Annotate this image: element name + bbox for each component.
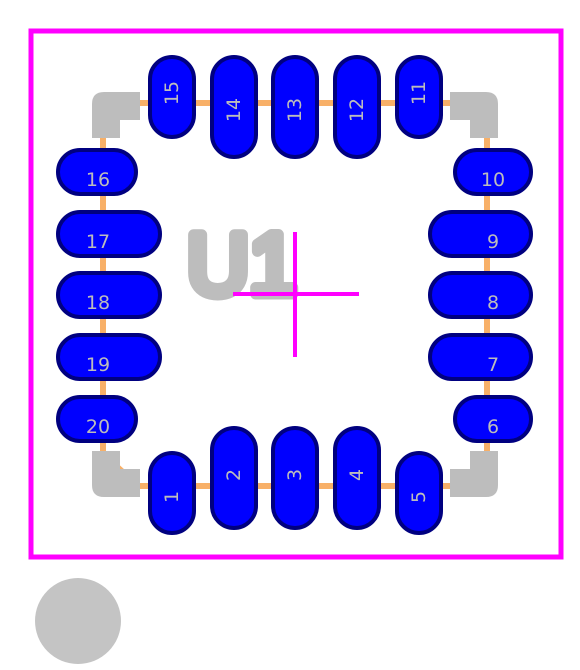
pad-label: 3 (284, 469, 306, 481)
pad-2: 2 (210, 426, 258, 530)
pad-shape (428, 271, 533, 319)
pad-shape (210, 55, 258, 159)
pad-12: 12 (333, 55, 381, 159)
pad-shape (56, 148, 138, 196)
pad-label: 5 (408, 491, 430, 503)
pad-label: 9 (487, 231, 499, 253)
pad-label: 20 (86, 416, 110, 438)
pad-label: 18 (86, 292, 110, 314)
pad-shape (148, 55, 196, 139)
reference-designator: U1 (187, 217, 297, 313)
pad-label: 1 (161, 491, 183, 503)
pad-18: 18 (56, 271, 162, 319)
pad-shape (271, 55, 319, 159)
pad-label: 8 (487, 292, 499, 314)
pad-label: 2 (223, 469, 245, 481)
pad-shape (56, 210, 162, 258)
pad-15: 15 (148, 55, 196, 139)
pad-9: 9 (428, 210, 533, 258)
pad-19: 19 (56, 333, 162, 381)
pad-label: 15 (161, 81, 183, 105)
pad-shape (428, 333, 533, 381)
pad-label: 12 (346, 98, 368, 122)
pad-label: 13 (284, 98, 306, 122)
pad-5: 5 (395, 451, 443, 535)
pad-7: 7 (428, 333, 533, 381)
pad-1: 1 (148, 451, 196, 535)
pad-label: 11 (408, 81, 430, 105)
pad-shape (56, 395, 138, 443)
pad-shape (148, 451, 196, 535)
pad-label: 16 (86, 169, 110, 191)
pad-shape (271, 426, 319, 530)
pad-14: 14 (210, 55, 258, 159)
pad-8: 8 (428, 271, 533, 319)
centroid-marker (233, 232, 359, 357)
pad-shape (395, 451, 443, 535)
fiducial-marker (35, 578, 121, 664)
pad-11: 11 (395, 55, 443, 139)
corner-pads (92, 92, 498, 497)
pad-16: 16 (56, 148, 138, 196)
pad-shape (453, 395, 533, 443)
pad-label: 7 (487, 354, 499, 376)
pad-label: 17 (86, 231, 110, 253)
pad-shape (210, 426, 258, 530)
pad-13: 13 (271, 55, 319, 159)
pad-label: 6 (487, 416, 499, 438)
pad-10: 10 (453, 148, 533, 196)
corner-pad-top-right (450, 92, 498, 138)
pad-20: 20 (56, 395, 138, 443)
corner-pad-bottom-left (92, 451, 140, 497)
pad-shape (56, 333, 162, 381)
pad-shape (453, 148, 533, 196)
pad-shape (333, 55, 381, 159)
pad-6: 6 (453, 395, 533, 443)
pad-label: 4 (346, 469, 368, 481)
board-outline (28, 28, 564, 560)
pad-shape (56, 271, 162, 319)
pad-17: 17 (56, 210, 162, 258)
pad-shape (333, 426, 381, 530)
pad-shape (428, 210, 533, 258)
pad-4: 4 (333, 426, 381, 530)
pad-3: 3 (271, 426, 319, 530)
pad-label: 19 (86, 354, 110, 376)
pad-label: 10 (481, 169, 505, 191)
pad-label: 14 (223, 98, 245, 122)
pad-shape (395, 55, 443, 139)
corner-pad-top-left (92, 92, 140, 138)
corner-pad-bottom-right (450, 451, 498, 497)
